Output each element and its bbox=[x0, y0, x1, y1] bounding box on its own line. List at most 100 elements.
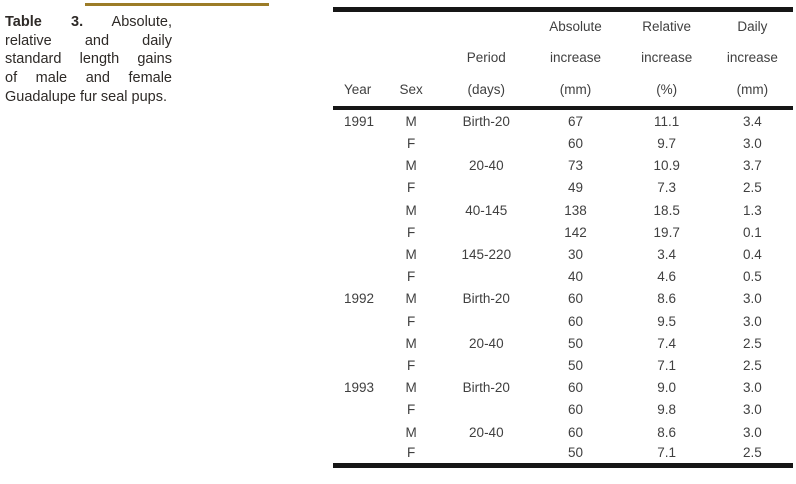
cell-relative-increase: 4.6 bbox=[657, 269, 677, 285]
header-cell: increase bbox=[549, 50, 602, 65]
table-row: F 50 7.1 2.5 bbox=[333, 443, 793, 465]
cell-sex: M bbox=[405, 424, 417, 440]
cell-daily-increase: 3.0 bbox=[743, 402, 762, 418]
header-row: Year Sex (days) (mm) (%) (mm) bbox=[333, 74, 793, 108]
header-cell bbox=[333, 42, 389, 74]
header-cell-year: Year bbox=[344, 82, 372, 97]
cell-daily-increase: 0.1 bbox=[743, 224, 762, 240]
cell-daily-increase: 0.4 bbox=[743, 247, 762, 263]
caption-line: standard length gains bbox=[5, 51, 172, 68]
header-cell-mm-unit: (mm) bbox=[736, 82, 769, 97]
cell-relative-increase: 9.7 bbox=[657, 136, 677, 152]
cell-relative-increase: 7.1 bbox=[657, 357, 677, 373]
header-cell-sex: Sex bbox=[399, 82, 423, 97]
cell-sex: M bbox=[405, 247, 417, 263]
cell-sex: F bbox=[407, 180, 416, 196]
table-row: F 60 9.7 3.0 bbox=[333, 133, 793, 155]
cell-absolute-increase: 50 bbox=[567, 357, 584, 373]
data-table-container: Absolute Relative Daily Period increase … bbox=[333, 7, 793, 468]
cell-period: 20-40 bbox=[469, 424, 504, 440]
header-cell-period: Period bbox=[466, 50, 506, 65]
cell-absolute-increase: 60 bbox=[567, 402, 584, 418]
cell-year bbox=[333, 177, 389, 199]
cell-absolute-increase: 49 bbox=[567, 180, 584, 196]
cell-daily-increase: 2.5 bbox=[743, 335, 762, 351]
cell-daily-increase: 3.0 bbox=[743, 313, 762, 329]
cell-daily-increase: 3.0 bbox=[743, 424, 762, 440]
table-row: F 40 4.6 0.5 bbox=[333, 266, 793, 288]
cell-period: Birth-20 bbox=[462, 380, 510, 396]
table-row: F 60 9.8 3.0 bbox=[333, 399, 793, 421]
cell-sex: M bbox=[405, 335, 417, 351]
cell-sex: F bbox=[407, 445, 416, 461]
cell-absolute-increase: 50 bbox=[567, 335, 584, 351]
cell-year bbox=[333, 266, 389, 288]
cell-daily-increase: 0.5 bbox=[743, 269, 762, 285]
table-row: 1993 M Birth-20 60 9.0 3.0 bbox=[333, 377, 793, 399]
cell-period bbox=[433, 399, 539, 421]
cell-daily-increase: 3.0 bbox=[743, 291, 762, 307]
cell-sex: F bbox=[407, 313, 416, 329]
cell-sex: F bbox=[407, 136, 416, 152]
cell-period: 20-40 bbox=[469, 335, 504, 351]
table-row: M 40-145 138 18.5 1.3 bbox=[333, 199, 793, 221]
cell-relative-increase: 8.6 bbox=[657, 424, 677, 440]
cell-period bbox=[433, 221, 539, 243]
cell-daily-increase: 2.5 bbox=[743, 445, 762, 461]
cell-period bbox=[433, 310, 539, 332]
header-cell-relative: Relative bbox=[642, 19, 692, 35]
cell-absolute-increase: 40 bbox=[567, 269, 584, 285]
cell-year bbox=[333, 199, 389, 221]
cell-period: 20-40 bbox=[469, 158, 504, 174]
cell-absolute-increase: 30 bbox=[567, 247, 584, 263]
caption-text: Absolute, bbox=[111, 14, 172, 30]
table-row: F 60 9.5 3.0 bbox=[333, 310, 793, 332]
cell-period bbox=[433, 177, 539, 199]
header-cell-days-unit: (days) bbox=[467, 82, 506, 97]
header-cell bbox=[433, 10, 539, 42]
cell-absolute-increase: 138 bbox=[564, 202, 587, 218]
cell-daily-increase: 3.4 bbox=[743, 113, 762, 129]
cell-sex: M bbox=[405, 202, 417, 218]
cell-relative-increase: 8.6 bbox=[657, 291, 677, 307]
cell-sex: M bbox=[405, 380, 417, 396]
cell-relative-increase: 9.0 bbox=[657, 380, 677, 396]
cell-year: 1993 bbox=[344, 380, 375, 396]
cell-year bbox=[333, 399, 389, 421]
cell-period: 40-145 bbox=[465, 202, 508, 218]
caption-line: Guadalupe fur seal pups. bbox=[5, 88, 168, 105]
cell-relative-increase: 18.5 bbox=[653, 202, 680, 218]
cell-relative-increase: 7.4 bbox=[657, 335, 677, 351]
header-cell-percent-unit: (%) bbox=[656, 82, 678, 97]
cell-daily-increase: 3.0 bbox=[743, 380, 762, 396]
cell-year bbox=[333, 354, 389, 376]
table-row: M 20-40 50 7.4 2.5 bbox=[333, 332, 793, 354]
cell-year bbox=[333, 443, 389, 465]
table-caption: Table 3. Absolute, relative and daily st… bbox=[5, 13, 172, 107]
cell-absolute-increase: 73 bbox=[567, 158, 584, 174]
cell-sex: M bbox=[405, 158, 417, 174]
cell-relative-increase: 3.4 bbox=[657, 247, 677, 263]
cell-period bbox=[433, 133, 539, 155]
cell-year bbox=[333, 310, 389, 332]
header-cell-mm-unit: (mm) bbox=[559, 82, 592, 97]
cell-period bbox=[433, 443, 539, 465]
table-row: F 50 7.1 2.5 bbox=[333, 354, 793, 376]
header-cell bbox=[389, 10, 433, 42]
table-body: 1991 M Birth-20 67 11.1 3.4 F 60 9.7 3.0… bbox=[333, 108, 793, 466]
cell-year bbox=[333, 133, 389, 155]
cell-relative-increase: 7.3 bbox=[657, 180, 677, 196]
cell-daily-increase: 3.0 bbox=[743, 136, 762, 152]
caption-accent-rule bbox=[85, 3, 269, 6]
cell-period bbox=[433, 354, 539, 376]
cell-sex: M bbox=[405, 113, 417, 129]
cell-period bbox=[433, 266, 539, 288]
header-cell-absolute: Absolute bbox=[549, 19, 602, 35]
cell-absolute-increase: 60 bbox=[567, 380, 584, 396]
table-row: F 142 19.7 0.1 bbox=[333, 221, 793, 243]
cell-year: 1991 bbox=[344, 113, 375, 129]
caption-line: of male and female bbox=[5, 70, 172, 87]
cell-period: Birth-20 bbox=[462, 113, 510, 129]
cell-relative-increase: 9.8 bbox=[657, 402, 677, 418]
